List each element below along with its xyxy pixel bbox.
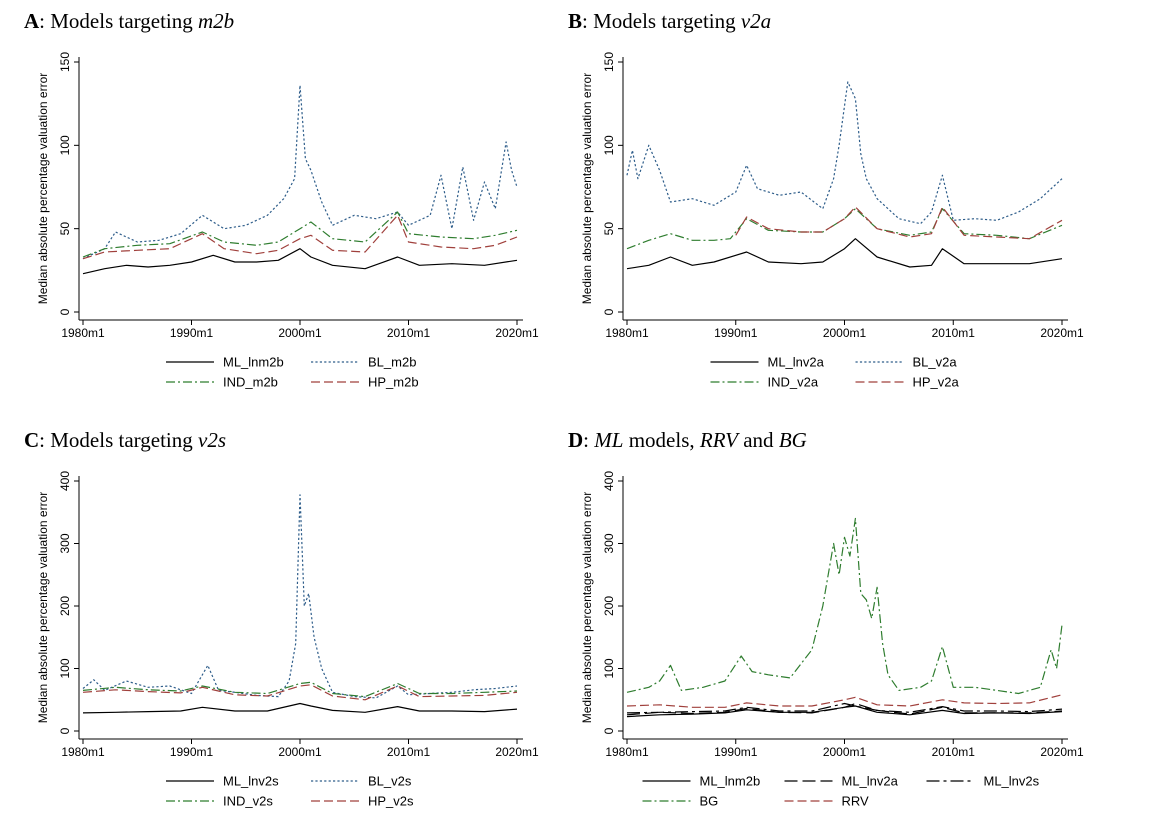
series-line-bl_m2b	[82, 84, 518, 260]
y-tick-label: 50	[58, 222, 72, 236]
legend-label-ind_m2b: IND_m2b	[223, 375, 278, 390]
y-tick-label: 100	[602, 135, 616, 155]
y-axis-label: Median absolute percentage valuation err…	[580, 492, 594, 723]
y-tick-label: 400	[58, 471, 72, 491]
series-line-ml_lnv2s	[626, 702, 1063, 714]
series-line-ind_m2b	[82, 211, 518, 258]
legend-label-ml_lnv2s: ML_lnv2s	[223, 774, 279, 789]
x-tick-label: 2020m1	[495, 745, 539, 759]
x-tick-label: 2000m1	[278, 326, 322, 340]
x-tick-label: 1980m1	[61, 745, 105, 759]
y-tick-label: 50	[602, 222, 616, 236]
series-line-hp_v2s	[82, 684, 518, 701]
y-tick-label: 0	[58, 727, 72, 734]
x-tick-label: 1980m1	[61, 326, 105, 340]
legend-label-hp_m2b: HP_m2b	[368, 375, 419, 390]
legend-label-ind_v2s: IND_v2s	[223, 794, 273, 809]
series-line-bg	[626, 517, 1063, 695]
legend-label-ind_v2a: IND_v2a	[768, 375, 819, 390]
series-line-ml_lnv2a	[626, 702, 1063, 716]
y-tick-label: 0	[602, 308, 616, 315]
y-tick-label: 300	[602, 533, 616, 553]
x-tick-label: 1990m1	[170, 745, 214, 759]
x-tick-label: 2010m1	[387, 745, 431, 759]
legend-label-bl_m2b: BL_m2b	[368, 355, 416, 370]
panel-A: A: Models targeting m2b Median absolute p…	[24, 9, 539, 390]
panel-D: D: ML models, RRV and BG Median absolute …	[568, 428, 1084, 809]
y-axis-label: Median absolute percentage valuation err…	[36, 492, 50, 723]
x-tick-label: 1980m1	[605, 326, 649, 340]
legend-label-bl_v2a: BL_v2a	[913, 355, 958, 370]
y-tick-label: 400	[602, 471, 616, 491]
series-line-hp_v2a	[735, 206, 1063, 240]
legend-label-bl_v2s: BL_v2s	[368, 774, 412, 789]
x-tick-label: 2010m1	[932, 326, 976, 340]
x-tick-label: 1990m1	[714, 745, 758, 759]
x-tick-label: 2010m1	[932, 745, 976, 759]
legend-label-ml_lnm2b: ML_lnm2b	[223, 355, 284, 370]
legend-label-ml_lnv2a: ML_lnv2a	[768, 355, 825, 370]
y-tick-label: 100	[58, 135, 72, 155]
panel-title: C: Models targeting v2s	[24, 428, 226, 452]
legend-label-bg: BG	[700, 794, 719, 809]
y-tick-label: 100	[602, 658, 616, 678]
y-tick-label: 100	[58, 658, 72, 678]
x-tick-label: 2010m1	[387, 326, 431, 340]
y-axis-label: Median absolute percentage valuation err…	[580, 73, 594, 304]
series-line-ml_lnm2b	[82, 248, 518, 275]
legend-label-ml_lnv2s: ML_lnv2s	[984, 774, 1040, 789]
panel-title: A: Models targeting m2b	[24, 9, 234, 33]
y-tick-label: 0	[602, 727, 616, 734]
series-line-bl_v2s	[82, 494, 518, 699]
y-tick-label: 150	[58, 52, 72, 72]
panel-C: C: Models targeting v2s Median absolute p…	[24, 428, 539, 809]
y-tick-label: 200	[602, 596, 616, 616]
series-line-bl_v2a	[626, 81, 1063, 225]
series-line-ml_lnv2a	[626, 238, 1063, 270]
x-tick-label: 1990m1	[714, 326, 758, 340]
y-tick-label: 200	[58, 596, 72, 616]
x-tick-label: 1990m1	[170, 326, 214, 340]
x-tick-label: 1980m1	[605, 745, 649, 759]
legend-label-ml_lnv2a: ML_lnv2a	[842, 774, 899, 789]
series-line-ml_lnv2s	[82, 702, 518, 714]
series-line-rrv	[626, 694, 1063, 708]
legend-label-hp_v2s: HP_v2s	[368, 794, 414, 809]
series-line-ind_v2a	[626, 208, 1063, 250]
x-tick-label: 2020m1	[1040, 745, 1084, 759]
panel-title: B: Models targeting v2a	[568, 9, 771, 33]
x-tick-label: 2020m1	[1040, 326, 1084, 340]
panel-B: B: Models targeting v2a Median absolute p…	[568, 9, 1084, 390]
y-tick-label: 150	[602, 52, 616, 72]
legend-label-hp_v2a: HP_v2a	[913, 375, 960, 390]
x-tick-label: 2000m1	[823, 326, 867, 340]
y-tick-label: 300	[58, 533, 72, 553]
series-line-hp_m2b	[82, 214, 518, 260]
x-tick-label: 2000m1	[823, 745, 867, 759]
legend-label-ml_lnm2b: ML_lnm2b	[700, 774, 761, 789]
x-tick-label: 2000m1	[278, 745, 322, 759]
panel-title: D: ML models, RRV and BG	[568, 428, 807, 452]
x-tick-label: 2020m1	[495, 326, 539, 340]
legend-label-rrv: RRV	[842, 794, 870, 809]
y-axis-label: Median absolute percentage valuation err…	[36, 73, 50, 304]
series-line-ind_v2s	[82, 681, 518, 698]
y-tick-label: 0	[58, 308, 72, 315]
